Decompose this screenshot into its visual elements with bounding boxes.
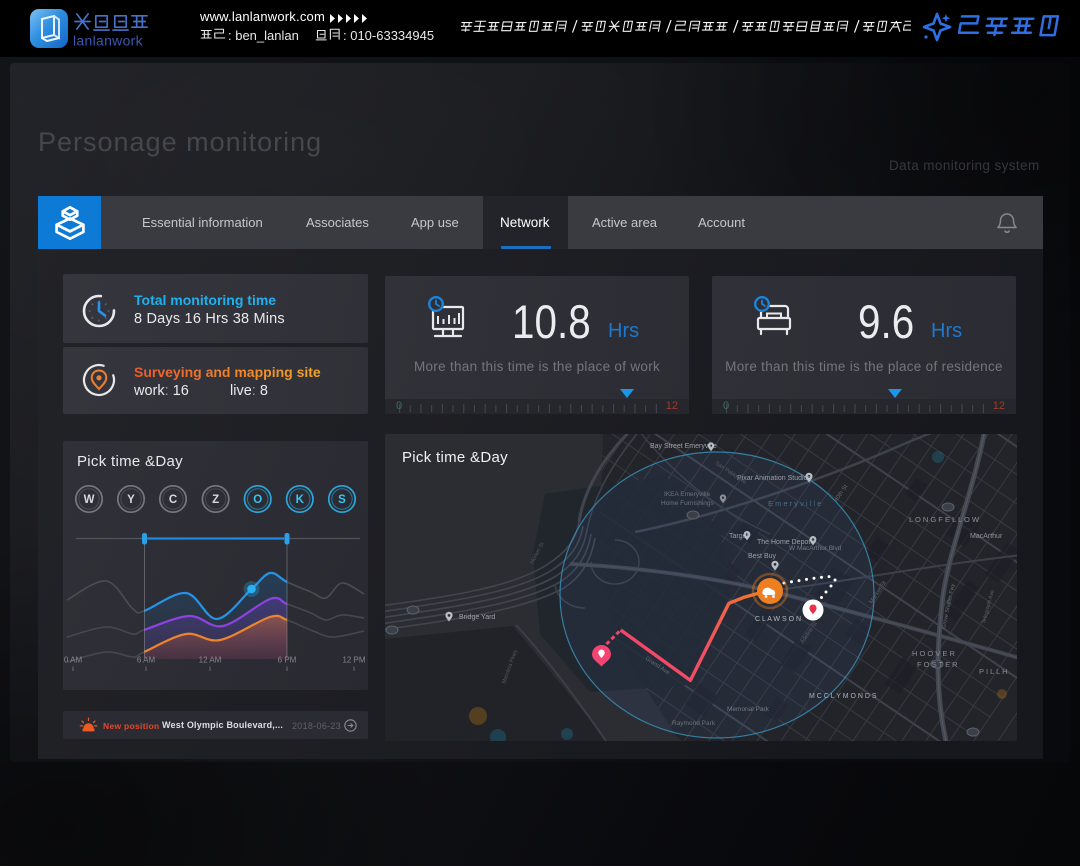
svg-text:lanlanwork: lanlanwork (73, 33, 144, 49)
svg-text:Z: Z (212, 494, 219, 506)
svg-text:Best Buy: Best Buy (748, 553, 777, 560)
svg-text:W MacArthur Blvd: W MacArthur Blvd (789, 545, 842, 552)
svg-text:W: W (84, 494, 95, 506)
svg-text:Bay Street Emeryville: Bay Street Emeryville (650, 443, 717, 450)
svg-text:IKEA Emeryville: IKEA Emeryville (664, 491, 711, 498)
svg-text:Home Furnishings: Home Furnishings (661, 500, 714, 507)
svg-text:12 PM: 12 PM (342, 656, 365, 665)
svg-text:S: S (338, 494, 346, 506)
svg-text:Bridge Yard: Bridge Yard (459, 614, 495, 621)
svg-text:6 PM: 6 PM (278, 656, 297, 665)
svg-text:O: O (253, 494, 262, 506)
svg-text:L O N G F E L L O W: L O N G F E L L O W (909, 515, 980, 524)
svg-text:Y: Y (127, 494, 135, 506)
svg-text:0 AM: 0 AM (64, 656, 83, 665)
svg-text:P I L L H: P I L L H (979, 667, 1008, 676)
svg-text:Memorial Park: Memorial Park (727, 706, 770, 713)
svg-text:F O S T E R: F O S T E R (917, 660, 958, 669)
svg-text:12 AM: 12 AM (199, 656, 222, 665)
svg-text:6 AM: 6 AM (137, 656, 156, 665)
svg-text:E m e r y v i l l e: E m e r y v i l l e (768, 499, 821, 508)
svg-text:K: K (296, 494, 305, 506)
svg-text:C L A W S O N: C L A W S O N (755, 616, 801, 623)
svg-text:: ben_lanlan: : ben_lanlan (228, 28, 299, 43)
svg-text:The Home Depot: The Home Depot (757, 539, 810, 546)
svg-text:H O O V E R: H O O V E R (912, 649, 956, 658)
svg-text:: 010-63334945: : 010-63334945 (343, 28, 434, 43)
svg-text:Target: Target (729, 533, 749, 540)
svg-text:C: C (169, 494, 177, 506)
svg-text:M C C L Y M O N D S: M C C L Y M O N D S (809, 693, 877, 700)
svg-text:MacArthur: MacArthur (970, 533, 1003, 540)
svg-text:Raymond Park: Raymond Park (672, 720, 716, 727)
svg-text:Pixar Animation Studios: Pixar Animation Studios (737, 475, 811, 482)
